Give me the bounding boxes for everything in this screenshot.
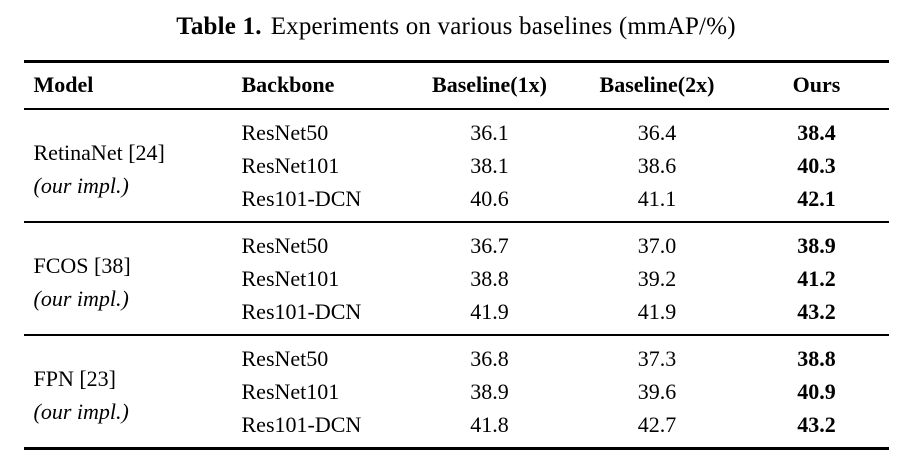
table-row: FPN [23] (our impl.) ResNet50 36.8 37.3 …: [24, 335, 889, 424]
table-caption-label: Table 1.: [176, 13, 262, 40]
backbone-cell: Res101-DCN: [241, 412, 362, 437]
baseline-2x-cell: 37.0: [637, 233, 677, 258]
model-group-retinanet: RetinaNet [24] (our impl.) ResNet50 36.1…: [23, 109, 889, 222]
model-impl-note: (our impl.): [33, 398, 129, 424]
model-name: RetinaNet [24]: [33, 139, 165, 165]
baseline-1x-cell: 40.6: [470, 186, 509, 211]
baseline-1x-cell: 38.9: [470, 379, 509, 404]
table-row: Res101-DCN 41.8 42.7 43.2: [24, 408, 889, 449]
baseline-2x-cell: 41.9: [637, 299, 677, 324]
table-header: Model Backbone Baseline(1x) Baseline(2x)…: [23, 62, 889, 109]
baseline-2x-cell: 36.4: [637, 120, 677, 145]
ours-cell: 40.3: [797, 153, 836, 178]
col-header-baseline-1x: Baseline(1x): [432, 72, 547, 97]
model-impl-note: (our impl.): [33, 172, 129, 198]
ours-cell: 42.1: [797, 186, 836, 211]
col-header-backbone: Backbone: [241, 72, 335, 97]
baseline-1x-cell: 41.9: [470, 299, 509, 324]
table-row: ResNet101 38.9 39.6 40.9: [24, 375, 889, 408]
ours-cell: 38.9: [797, 233, 836, 258]
backbone-cell: ResNet50: [241, 120, 329, 145]
header-row: Model Backbone Baseline(1x) Baseline(2x)…: [23, 62, 889, 109]
table-row: FCOS [38] (our impl.) ResNet50 36.7 37.0…: [24, 222, 889, 311]
baseline-2x-cell: 42.7: [637, 412, 677, 437]
col-header-ours: Ours: [792, 72, 841, 97]
ours-cell: 43.2: [797, 299, 836, 324]
baseline-1x-cell: 36.1: [470, 120, 509, 145]
model-impl-note: (our impl.): [33, 285, 129, 311]
ours-cell: 41.2: [797, 266, 836, 291]
baseline-2x-cell: 39.2: [637, 266, 677, 291]
model-cell: FPN [23] (our impl.): [24, 335, 242, 449]
baseline-1x-cell: 41.8: [470, 412, 509, 437]
table-row: ResNet101 38.8 39.2 41.2: [24, 262, 889, 295]
backbone-cell: ResNet101: [241, 266, 340, 291]
table-caption: Table 1. Experiments on various baselines…: [0, 0, 912, 41]
baseline-1x-cell: 36.8: [470, 346, 509, 371]
model-cell: RetinaNet [24] (our impl.): [24, 109, 242, 222]
col-header-baseline-2x: Baseline(2x): [599, 72, 715, 97]
backbone-cell: ResNet50: [241, 346, 329, 371]
col-header-model: Model: [33, 72, 94, 97]
backbone-cell: ResNet101: [241, 379, 340, 404]
baseline-2x-cell: 39.6: [637, 379, 677, 404]
backbone-cell: Res101-DCN: [241, 299, 362, 324]
baseline-1x-cell: 36.7: [470, 233, 509, 258]
backbone-cell: ResNet50: [241, 233, 329, 258]
model-name: FPN [23]: [33, 365, 117, 391]
baseline-2x-cell: 38.6: [637, 153, 677, 178]
table-caption-text: Experiments on various baselines (mmAP/%…: [270, 13, 736, 40]
baseline-1x-cell: 38.1: [470, 153, 509, 178]
baseline-2x-cell: 41.1: [637, 186, 677, 211]
table-row: Res101-DCN 40.6 41.1 42.1: [24, 182, 889, 222]
table-row: RetinaNet [24] (our impl.) ResNet50 36.1…: [24, 109, 889, 198]
results-table: Model Backbone Baseline(1x) Baseline(2x)…: [23, 60, 889, 450]
baseline-2x-cell: 37.3: [637, 346, 677, 371]
model-group-fcos: FCOS [38] (our impl.) ResNet50 36.7 37.0…: [23, 222, 889, 335]
ours-cell: 38.4: [797, 120, 836, 145]
ours-cell: 40.9: [797, 379, 836, 404]
ours-cell: 38.8: [797, 346, 836, 371]
table-row: ResNet101 38.1 38.6 40.3: [24, 149, 889, 182]
table-row: Res101-DCN 41.9 41.9 43.2: [24, 295, 889, 335]
backbone-cell: ResNet101: [241, 153, 340, 178]
model-group-fpn: FPN [23] (our impl.) ResNet50 36.8 37.3 …: [24, 335, 889, 449]
baseline-1x-cell: 38.8: [470, 266, 509, 291]
model-name: FCOS [38]: [33, 252, 131, 278]
ours-cell: 43.2: [797, 412, 836, 437]
model-cell: FCOS [38] (our impl.): [24, 222, 242, 335]
backbone-cell: Res101-DCN: [241, 186, 362, 211]
